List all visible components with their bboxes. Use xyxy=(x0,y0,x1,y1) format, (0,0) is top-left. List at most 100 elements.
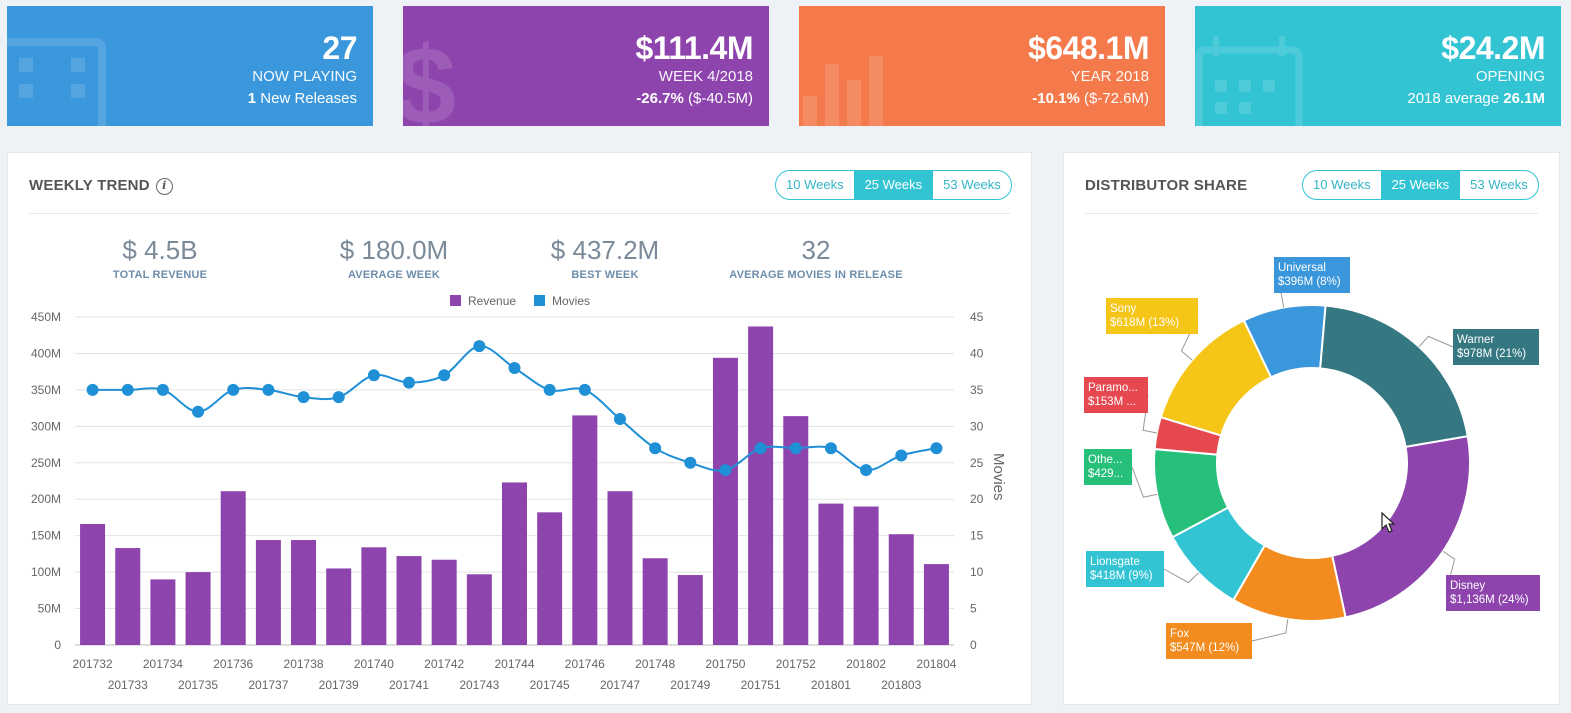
movies-point[interactable] xyxy=(824,442,837,455)
x-tick-label: 201744 xyxy=(494,657,534,671)
label-name: Paramo... xyxy=(1088,382,1138,394)
revenue-bar[interactable] xyxy=(396,556,422,645)
y2-axis-label: Movies xyxy=(990,453,1007,501)
label-other: Othe... $429... xyxy=(1084,449,1132,485)
range-53-weeks[interactable]: 53 Weeks xyxy=(1459,171,1538,199)
range-10-weeks[interactable]: 10 Weeks xyxy=(786,177,844,192)
revenue-bar[interactable] xyxy=(150,579,176,645)
movies-point[interactable] xyxy=(438,369,451,382)
movies-point[interactable] xyxy=(895,449,908,462)
label-box xyxy=(1106,298,1198,334)
movies-point[interactable] xyxy=(789,442,802,455)
revenue-bar[interactable] xyxy=(712,357,738,645)
stat-average-week: $ 180.0M AVERAGE WEEK xyxy=(294,235,494,281)
label-value: $429... xyxy=(1088,468,1123,480)
revenue-bar[interactable] xyxy=(677,575,703,645)
movies-point[interactable] xyxy=(684,456,697,469)
slice-disney[interactable] xyxy=(1331,435,1471,619)
kpi-year-revenue[interactable]: $648.1M YEAR 2018 -10.1% ($-72.6M) xyxy=(799,6,1165,126)
revenue-bar[interactable] xyxy=(607,491,633,645)
revenue-bar[interactable] xyxy=(748,326,774,645)
movies-point[interactable] xyxy=(367,369,380,382)
label-box xyxy=(1446,575,1540,611)
revenue-bar[interactable] xyxy=(502,482,527,645)
movies-point[interactable] xyxy=(649,442,662,455)
weekly-trend-title: WEEKLY TREND xyxy=(29,177,150,194)
movies-point[interactable] xyxy=(227,383,240,396)
revenue-bar[interactable] xyxy=(80,524,106,645)
kpi-now-playing[interactable]: 27 NOW PLAYING 1 New Releases xyxy=(7,6,373,126)
revenue-bar[interactable] xyxy=(818,503,844,645)
legend-label-movies: Movies xyxy=(552,294,590,308)
revenue-bar[interactable] xyxy=(783,416,809,645)
kpi-value: 27 xyxy=(322,30,357,66)
mouse-cursor-icon xyxy=(1381,512,1396,533)
kpi-opening[interactable]: $24.2M OPENING 2018 average 26.1M xyxy=(1195,6,1561,126)
x-tick-label: 201801 xyxy=(811,678,851,692)
movies-point[interactable] xyxy=(613,413,626,426)
movies-point[interactable] xyxy=(192,405,205,418)
kpi-value: $648.1M xyxy=(1027,30,1150,66)
movies-point[interactable] xyxy=(156,383,169,396)
movies-point[interactable] xyxy=(121,383,134,396)
stat-value: 32 xyxy=(801,235,831,265)
revenue-bar[interactable] xyxy=(255,540,281,645)
revenue-bar[interactable] xyxy=(923,564,949,645)
kpi-subtext: -26.7% ($-40.5M) xyxy=(636,90,753,107)
revenue-bar[interactable] xyxy=(291,540,317,645)
revenue-bar[interactable] xyxy=(466,574,492,645)
x-tick-label: 201737 xyxy=(248,678,288,692)
x-tick-label: 201742 xyxy=(424,657,464,671)
calendar-icon xyxy=(1195,36,1303,126)
kpi-label: OPENING xyxy=(1475,68,1545,85)
revenue-bar[interactable] xyxy=(431,559,457,645)
movies-point[interactable] xyxy=(473,340,486,353)
slice-warner[interactable] xyxy=(1319,304,1469,449)
movies-point[interactable] xyxy=(262,383,275,396)
label-connector xyxy=(1163,568,1199,584)
x-tick-label: 201735 xyxy=(178,678,218,692)
movies-point[interactable] xyxy=(86,383,99,396)
movies-point[interactable] xyxy=(543,383,556,396)
label-value: $618M (13%) xyxy=(1110,317,1179,329)
y2-tick-label: 10 xyxy=(970,565,984,579)
x-tick-label: 201738 xyxy=(284,657,324,671)
range-53-weeks[interactable]: 53 Weeks xyxy=(932,171,1011,199)
chart-legend: Revenue Movies xyxy=(450,294,590,308)
revenue-bar[interactable] xyxy=(537,512,563,645)
movies-point[interactable] xyxy=(719,464,732,477)
label-name: Warner xyxy=(1457,334,1494,346)
revenue-bar[interactable] xyxy=(888,534,914,645)
movies-point[interactable] xyxy=(578,383,591,396)
revenue-bar[interactable] xyxy=(326,568,352,645)
range-25-weeks[interactable]: 25 Weeks xyxy=(853,171,933,199)
movies-point[interactable] xyxy=(930,442,943,455)
y2-tick-label: 45 xyxy=(970,310,984,324)
movies-point[interactable] xyxy=(508,362,521,375)
movies-point[interactable] xyxy=(754,442,767,455)
distributor-share-title: DISTRIBUTOR SHARE xyxy=(1085,177,1248,194)
info-icon[interactable]: i xyxy=(155,177,173,195)
range-10-weeks[interactable]: 10 Weeks xyxy=(1313,177,1371,192)
stat-label: AVERAGE MOVIES IN RELEASE xyxy=(729,269,903,281)
range-25-weeks[interactable]: 25 Weeks xyxy=(1380,171,1460,199)
revenue-bar[interactable] xyxy=(185,572,211,645)
revenue-bar[interactable] xyxy=(220,491,246,645)
slice-sony[interactable] xyxy=(1159,319,1273,437)
label-name: Fox xyxy=(1170,628,1189,640)
movies-point[interactable] xyxy=(332,391,345,404)
kpi-subtext: 2018 average 26.1M xyxy=(1407,90,1545,107)
legend-swatch-movies[interactable] xyxy=(534,295,545,306)
kpi-subtext: 1 New Releases xyxy=(247,90,357,107)
kpi-week-revenue[interactable]: $ $111.4M WEEK 4/2018 -26.7% ($-40.5M) xyxy=(403,6,769,126)
revenue-bar[interactable] xyxy=(361,547,387,645)
revenue-bar[interactable] xyxy=(572,415,598,645)
label-name: Disney xyxy=(1450,580,1485,592)
legend-swatch-revenue[interactable] xyxy=(450,295,461,306)
movies-point[interactable] xyxy=(403,376,416,389)
revenue-bar[interactable] xyxy=(853,506,879,645)
movies-point[interactable] xyxy=(297,391,310,404)
movies-point[interactable] xyxy=(860,464,873,477)
revenue-bar[interactable] xyxy=(115,548,141,645)
revenue-bar[interactable] xyxy=(642,558,668,645)
